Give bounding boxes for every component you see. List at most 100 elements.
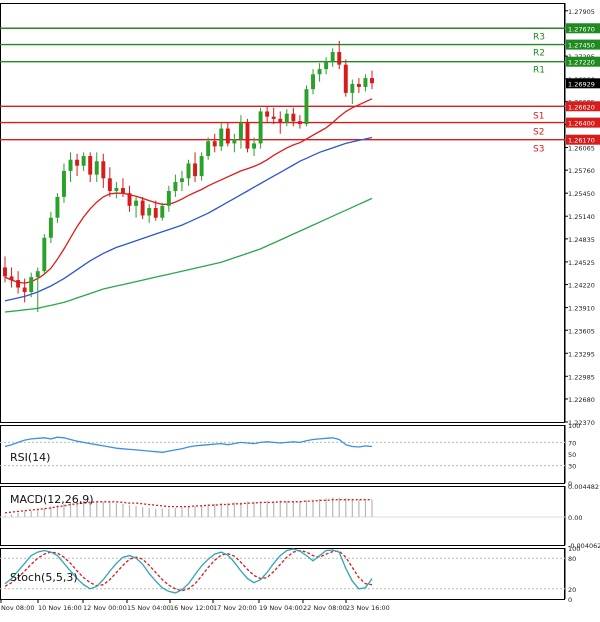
price-tick-label: 1.22985 (568, 373, 595, 381)
level-price-box (566, 39, 600, 50)
rsi-tick-label: 50 (568, 451, 576, 459)
candle-body (134, 200, 139, 206)
rsi-panel: 100 70 50 30 0 RSI(14) (0, 422, 580, 488)
rsi-tick-label: 100 (568, 422, 580, 430)
candle-body (324, 61, 329, 70)
current-price-label: 1.26929 (568, 80, 595, 88)
candle-body (166, 190, 171, 206)
candle-body (107, 178, 112, 191)
macd-tick-label: 0.00 (568, 514, 582, 522)
level-price-box (566, 117, 600, 128)
candle-body (186, 163, 191, 179)
time-tick-label: 16 Nov 12:00 (170, 604, 214, 612)
candle-body (101, 161, 106, 179)
price-tick-label: 1.25450 (568, 190, 595, 198)
macd-tick-label: 0.004482 (568, 483, 599, 491)
price-tick-label: 1.24220 (568, 282, 595, 290)
candle-body (114, 187, 119, 191)
macd-panel: 0.004482 0.00 -0.004062 MACD(12,26,9) (0, 483, 600, 550)
candle-body (252, 143, 257, 149)
stoch-title: Stoch(5,5,3) (10, 571, 78, 584)
sma-slow-line (4, 197, 373, 313)
candle-body (271, 116, 276, 119)
candle-body (297, 121, 302, 125)
candle-body (265, 111, 270, 117)
current-price-box (566, 78, 600, 89)
candle-body (232, 138, 237, 144)
rsi-line (4, 436, 373, 453)
rsi-title: RSI(14) (10, 451, 50, 464)
candle-body (343, 64, 348, 93)
level-name-r3: R3 (533, 32, 545, 42)
price-tick-label: 1.23605 (568, 327, 595, 335)
time-tick-label: 19 Nov 04:00 (259, 604, 303, 612)
time-tick-label: 12 Nov 00:00 (83, 604, 127, 612)
candle-body (9, 276, 14, 281)
level-name-r2: R2 (533, 49, 545, 59)
candle-body (35, 271, 40, 278)
candle-body (350, 83, 355, 93)
candle-body (356, 83, 361, 87)
stoch-tick-label: 0 (568, 596, 572, 604)
candle-body (278, 118, 283, 123)
candle-body (48, 217, 53, 238)
candle-body (258, 111, 263, 144)
candle-body (206, 141, 211, 157)
candle-body (219, 128, 224, 147)
price-tick-label: 1.27905 (568, 8, 595, 16)
stoch-signal-line (4, 549, 373, 592)
stoch-tick-label: 80 (568, 555, 576, 563)
candle-body (337, 52, 342, 65)
price-tick-label: 1.26065 (568, 144, 595, 152)
candle-body (238, 122, 243, 139)
candle-body (55, 196, 60, 218)
level-price-label: 1.27670 (568, 25, 595, 33)
candle-body (284, 113, 289, 123)
time-tick-label: Nov 08:00 (1, 604, 34, 612)
candle-body (88, 156, 93, 175)
candle-body (291, 113, 296, 122)
candle-body (311, 74, 315, 90)
price-tick-label: 1.23910 (568, 305, 595, 313)
candle-body (160, 205, 165, 218)
candle-body (330, 52, 335, 62)
level-price-box (566, 56, 600, 67)
level-name-s2: S2 (533, 128, 544, 138)
candle-body (75, 159, 80, 166)
sma-fast-line (4, 98, 373, 284)
rsi-tick-label: 30 (568, 463, 576, 471)
price-tick-label: 1.23295 (568, 350, 595, 358)
stoch-main-line (4, 548, 373, 594)
candle-body (68, 159, 73, 171)
price-tick-label: 1.25140 (568, 213, 595, 221)
candle-body (42, 237, 47, 272)
candle-body (94, 161, 99, 175)
candle-body (245, 122, 250, 149)
candle-body (199, 156, 204, 177)
time-tick-label: 10 Nov 16:00 (38, 604, 82, 612)
candle-body (153, 208, 158, 218)
price-tick-label: 1.24525 (568, 259, 595, 267)
level-name-s1: S1 (533, 111, 544, 121)
price-tick-label: 1.25760 (568, 167, 595, 175)
level-price-box (566, 134, 600, 145)
macd-title: MACD(12,26,9) (10, 493, 94, 506)
time-tick-label: 17 Nov 20:00 (213, 604, 257, 612)
price-tick-label: 1.22680 (568, 396, 595, 404)
macd-signal-line (4, 499, 372, 514)
time-tick-label: 23 Nov 16:00 (346, 604, 390, 612)
candle-body (3, 267, 7, 277)
stoch-tick-label: 20 (568, 586, 576, 594)
candle-body (147, 208, 152, 216)
stochastic-panel: 100 80 20 0 Stoch(5,5,3) (0, 545, 580, 604)
candle-body (193, 163, 198, 177)
candle-body (179, 178, 184, 183)
candle-body (304, 89, 309, 125)
candle-body (22, 287, 27, 292)
level-price-label: 1.26620 (568, 103, 595, 111)
level-name-s3: S3 (533, 145, 544, 155)
candle-body (120, 187, 125, 194)
level-price-label: 1.27220 (568, 59, 595, 67)
